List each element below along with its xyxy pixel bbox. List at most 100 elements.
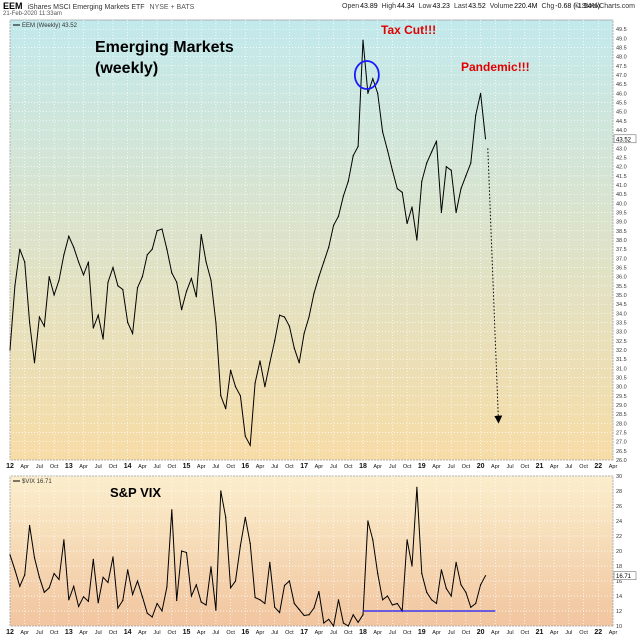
eem-data-point [450, 169, 452, 171]
vix-data-point [279, 611, 281, 614]
vix-data-point [171, 509, 173, 511]
eem-data-point [53, 294, 55, 296]
eem-x-tick-label: 20 [477, 463, 485, 470]
vix-x-tick-label: Jul [154, 630, 161, 636]
vix-data-point [342, 622, 344, 624]
vix-x-tick-label: Apr [315, 630, 324, 636]
vix-data-point [136, 580, 139, 582]
eem-x-tick-label: Oct [109, 464, 118, 470]
eem-data-point [195, 296, 197, 298]
eem-data-point [48, 276, 50, 278]
eem-y-tick-label: 37.5 [616, 247, 627, 253]
vix-data-point [445, 587, 447, 590]
eem-legend: EEM (Weekly) 43.52 [13, 23, 78, 29]
eem-data-point [132, 332, 134, 335]
vix-data-point [146, 612, 148, 614]
vix-data-point [431, 599, 433, 601]
annotation-pandemic: Pandemic!!! [461, 60, 530, 74]
eem-data-point [19, 248, 21, 250]
eem-x-tick-label: Jul [507, 464, 514, 470]
vix-data-point [274, 606, 276, 608]
eem-x-tick-label: 13 [65, 463, 73, 470]
eem-data-point [455, 211, 457, 214]
eem-y-tick-label: 40.5 [616, 192, 627, 198]
vix-y-tick-label: 12 [616, 609, 622, 615]
eem-data-point [333, 224, 335, 226]
vix-data-point [73, 585, 75, 587]
vix-x-tick-label: 20 [477, 629, 485, 636]
eem-y-tick-label: 30.0 [616, 385, 627, 391]
chart-header: EEM iShares MSCI Emerging Markets ETF NY… [3, 1, 637, 12]
eem-data-point [215, 321, 217, 324]
vix-data-point [19, 585, 21, 587]
eem-x-tick-label: Jul [330, 464, 337, 470]
eem-y-tick-label: 32.5 [616, 339, 627, 345]
vix-y-tick-label: 18 [616, 564, 622, 570]
vix-data-point [78, 605, 80, 608]
eem-x-tick-label: Jul [565, 464, 572, 470]
eem-y-tick-label: 47.5 [616, 64, 627, 70]
annotation-title-line2: (weekly) [95, 60, 158, 77]
vix-data-point [298, 608, 300, 611]
eem-data-point [73, 246, 75, 248]
eem-data-point [127, 321, 129, 324]
eem-x-tick-label: Oct [50, 464, 59, 470]
vix-data-point [58, 578, 60, 581]
eem-x-tick-label: Jul [389, 464, 396, 470]
eem-y-tick-label: 27.5 [616, 431, 627, 437]
eem-data-point [475, 114, 477, 116]
eem-x-tick-label: Apr [373, 464, 382, 470]
vix-x-tick-label: 17 [300, 629, 308, 636]
vix-data-point [377, 572, 379, 575]
vix-data-point [181, 550, 183, 552]
vix-data-point [33, 557, 36, 559]
eem-data-point [406, 222, 408, 225]
eem-data-point [254, 382, 256, 384]
eem-y-tick-label: 43.0 [616, 146, 627, 152]
vix-data-point [205, 604, 207, 606]
eem-data-point [362, 39, 364, 41]
vix-data-point [43, 591, 45, 593]
quote-label: Last [453, 3, 468, 10]
annotation-tax-cut: Tax Cut!!! [381, 23, 436, 37]
eem-x-tick-label: Oct [226, 464, 235, 470]
eem-data-point [9, 349, 11, 351]
eem-y-tick-label: 48.5 [616, 46, 627, 52]
vix-data-point [112, 556, 114, 558]
vix-x-tick-label: Oct [462, 630, 471, 636]
eem-y-tick-label: 29.0 [616, 403, 627, 409]
eem-data-point [318, 276, 320, 278]
eem-x-tick-label: Jul [95, 464, 102, 470]
vix-data-point [215, 609, 217, 611]
vix-data-point [53, 572, 55, 575]
eem-data-point [386, 149, 389, 151]
vix-x-tick-label: 14 [124, 629, 132, 636]
vix-data-point [313, 607, 315, 609]
eem-x-tick-label: 19 [418, 463, 426, 470]
vix-data-point [82, 596, 85, 598]
vix-data-point [29, 524, 31, 527]
vix-x-tick-label: 18 [359, 629, 367, 636]
eem-data-point [249, 444, 251, 446]
eem-data-point [230, 369, 232, 371]
vix-x-tick-label: Oct [403, 630, 412, 636]
vix-x-tick-label: Oct [520, 630, 529, 636]
eem-y-tick-label: 29.5 [616, 394, 627, 400]
eem-data-point [337, 215, 340, 217]
eem-data-point [200, 233, 202, 236]
vix-data-point [92, 558, 94, 560]
vix-data-point [244, 516, 246, 518]
vix-x-tick-label: Oct [579, 630, 588, 636]
vix-data-point [220, 490, 222, 492]
eem-data-point [112, 266, 114, 269]
vix-data-point [435, 602, 438, 605]
eem-y-tick-label: 44.5 [616, 119, 627, 125]
eem-x-tick-label: Apr [197, 464, 206, 470]
eem-data-point [460, 188, 462, 190]
eem-y-tick-label: 39.5 [616, 211, 627, 217]
eem-x-tick-label: Jul [36, 464, 43, 470]
eem-data-point [357, 145, 359, 148]
vix-data-point [156, 602, 158, 605]
eem-data-point [264, 386, 266, 388]
